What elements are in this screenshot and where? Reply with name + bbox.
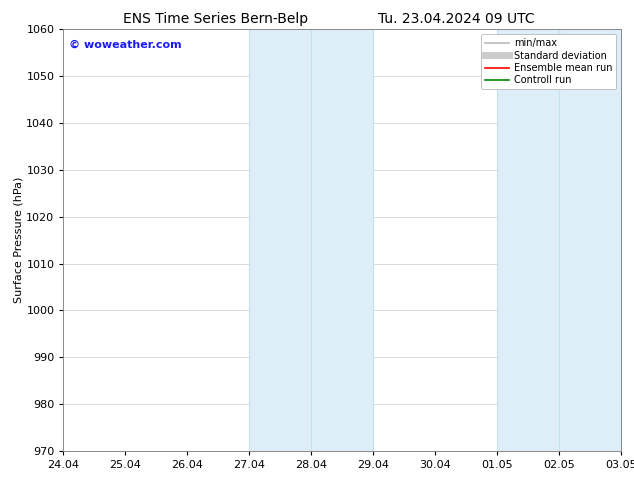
Text: © woweather.com: © woweather.com bbox=[69, 40, 181, 50]
Legend: min/max, Standard deviation, Ensemble mean run, Controll run: min/max, Standard deviation, Ensemble me… bbox=[481, 34, 616, 89]
Bar bbox=[497, 29, 621, 451]
Y-axis label: Surface Pressure (hPa): Surface Pressure (hPa) bbox=[13, 177, 23, 303]
Bar bbox=[249, 29, 373, 451]
Text: ENS Time Series Bern-Belp: ENS Time Series Bern-Belp bbox=[123, 12, 308, 26]
Text: Tu. 23.04.2024 09 UTC: Tu. 23.04.2024 09 UTC bbox=[378, 12, 535, 26]
